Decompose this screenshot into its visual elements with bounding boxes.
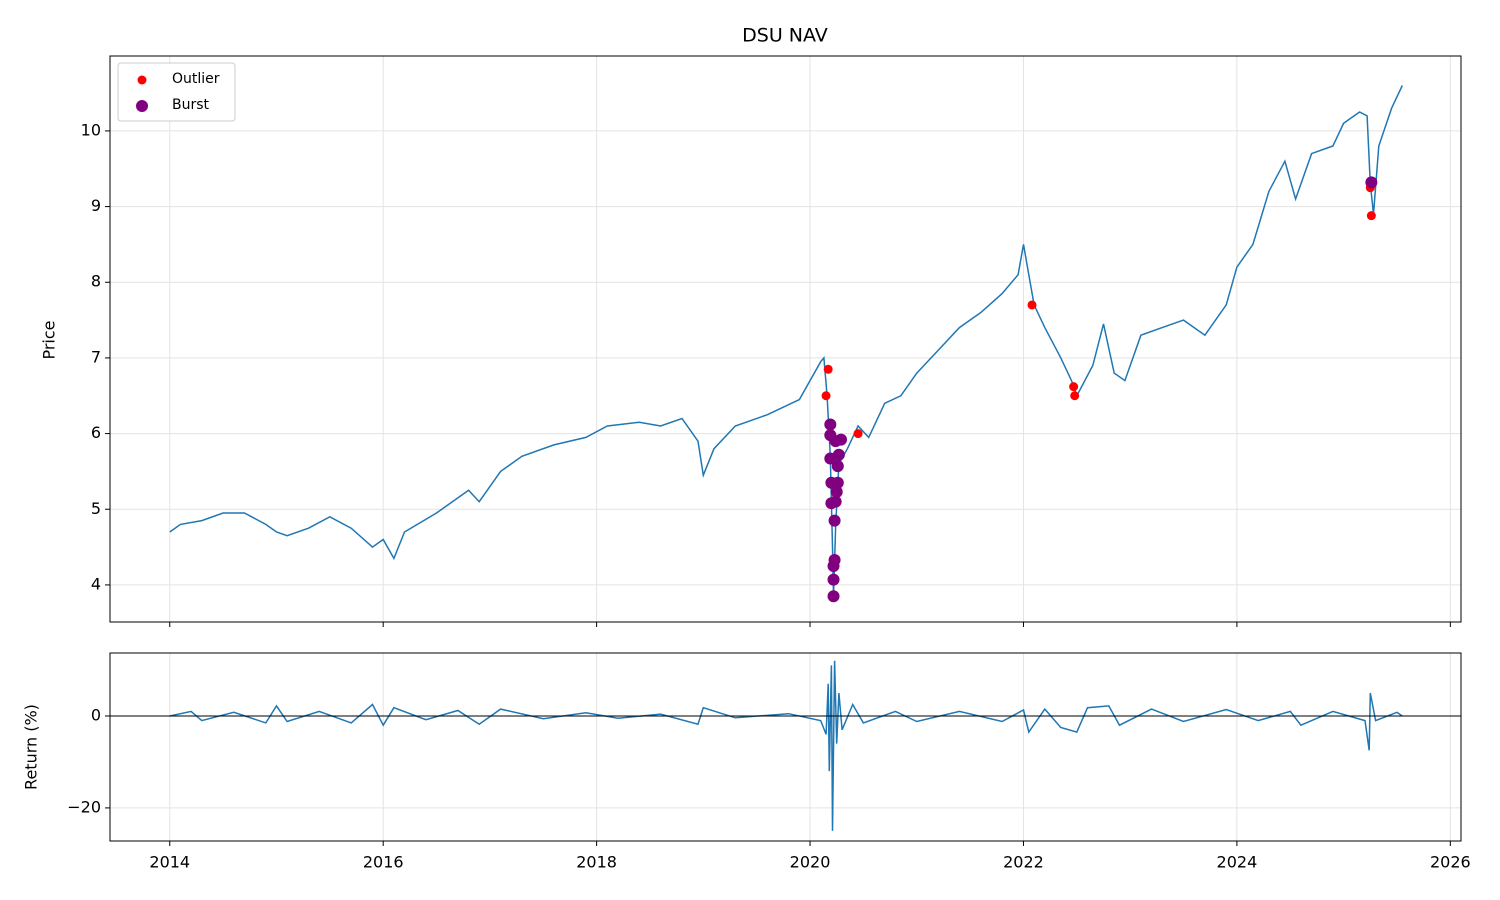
scatter-point xyxy=(1366,211,1376,221)
scatter-point xyxy=(828,553,841,566)
scatter-point xyxy=(1365,176,1378,189)
scatter-point xyxy=(829,495,842,508)
scatter-point xyxy=(832,448,845,461)
legend-marker xyxy=(136,100,148,112)
x-tick-label: 2024 xyxy=(1217,853,1258,872)
x-tick-label: 2014 xyxy=(149,853,190,872)
scatter-point xyxy=(1069,382,1079,392)
scatter-point xyxy=(827,573,840,586)
y-tick-label: 10 xyxy=(81,120,101,139)
chart-title: DSU NAV xyxy=(742,25,828,47)
y-axis-label: Return (%) xyxy=(22,704,41,790)
y-tick-label: 4 xyxy=(91,574,101,593)
plot-area xyxy=(169,85,1403,603)
legend-marker xyxy=(137,75,147,85)
x-tick-label: 2022 xyxy=(1003,853,1044,872)
legend-label: Outlier xyxy=(172,71,220,87)
x-tick-label: 2016 xyxy=(363,853,404,872)
y-tick-label: 0 xyxy=(91,705,101,724)
scatter-point xyxy=(1070,391,1080,401)
scatter-point xyxy=(829,435,842,448)
legend-label: Burst xyxy=(172,97,210,113)
scatter-point xyxy=(828,514,841,527)
scatter-point xyxy=(831,460,844,473)
y-tick-label: 7 xyxy=(91,347,101,366)
price-line xyxy=(169,660,1403,831)
x-tick-label: 2020 xyxy=(790,853,831,872)
y-tick-label: 8 xyxy=(91,272,101,291)
y-tick-label: 6 xyxy=(91,423,101,442)
axes-frame xyxy=(109,652,1462,842)
scatter-point xyxy=(823,364,833,374)
scatter-point xyxy=(830,485,843,498)
y-axis-label: Price xyxy=(40,320,59,359)
plot-area xyxy=(110,660,1461,831)
y-tick-label: −20 xyxy=(67,797,101,816)
scatter-point xyxy=(821,391,831,401)
price-line xyxy=(169,85,1403,597)
x-tick-label: 2026 xyxy=(1430,853,1471,872)
axes-frame xyxy=(109,55,1462,623)
x-tick-label: 2018 xyxy=(576,853,617,872)
y-tick-label: 5 xyxy=(91,499,101,518)
scatter-point xyxy=(831,476,844,489)
scatter-point xyxy=(1027,300,1037,310)
y-tick-label: 9 xyxy=(91,196,101,215)
scatter-point xyxy=(824,418,837,431)
scatter-point xyxy=(827,590,840,603)
scatter-point xyxy=(853,429,863,439)
